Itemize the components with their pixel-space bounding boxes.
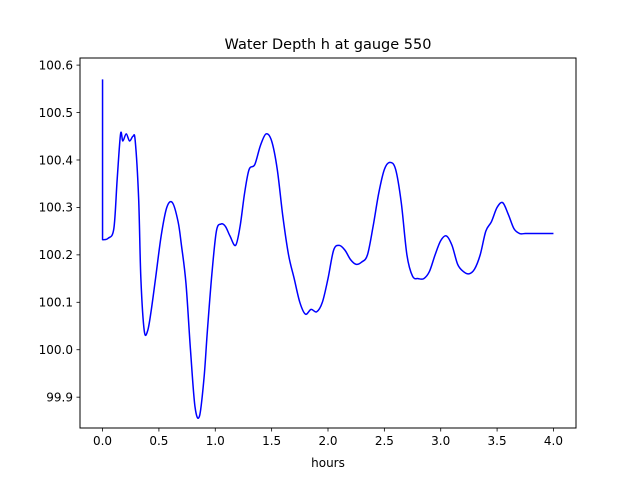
x-tick-label: 3.5 — [488, 434, 507, 448]
x-tick-label: 1.5 — [262, 434, 281, 448]
x-tick-label: 0.0 — [93, 434, 112, 448]
y-tick-label: 100.3 — [39, 201, 73, 215]
y-tick-label: 100.1 — [39, 296, 73, 310]
x-tick-label: 3.0 — [431, 434, 450, 448]
x-axis-ticks: 0.0 0.5 1.0 1.5 2.0 2.5 3.0 3.5 4.0 — [93, 428, 563, 448]
x-axis-label: hours — [311, 456, 345, 470]
series-line — [101, 79, 554, 419]
y-axis-ticks: 99.9 100.0 100.1 100.2 100.3 100.4 100.5 100.6 — [39, 58, 80, 404]
x-tick-label: 4.0 — [544, 434, 563, 448]
x-tick-label: 1.0 — [206, 434, 225, 448]
y-tick-label: 100.5 — [39, 106, 73, 120]
x-tick-label: 2.5 — [375, 434, 394, 448]
y-tick-label: 100.0 — [39, 343, 73, 357]
y-tick-label: 100.2 — [39, 248, 73, 262]
x-tick-label: 0.5 — [149, 434, 168, 448]
y-tick-label: 100.6 — [39, 58, 73, 72]
chart-title: Water Depth h at gauge 550 — [225, 37, 432, 53]
plot-frame — [79, 57, 577, 429]
y-tick-label: 99.9 — [46, 390, 73, 404]
y-tick-label: 100.4 — [39, 153, 73, 167]
x-tick-label: 2.0 — [318, 434, 337, 448]
